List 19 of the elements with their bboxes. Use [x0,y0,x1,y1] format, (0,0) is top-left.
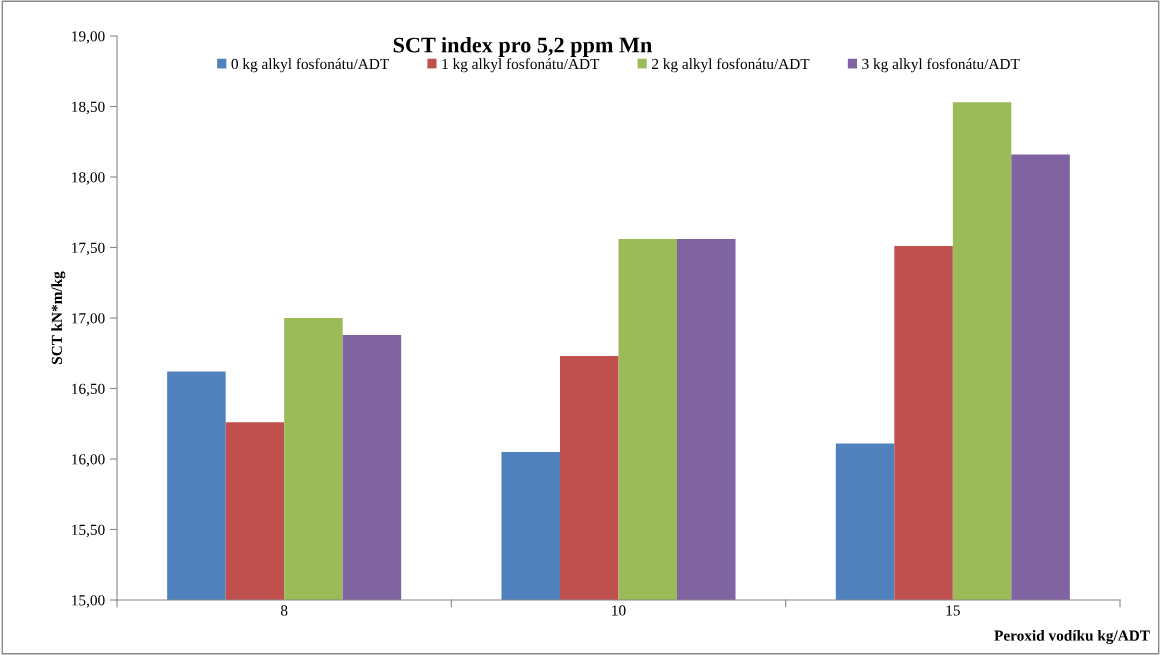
legend-label: 3 kg alkyl fosfonátu/ADT [862,58,1020,73]
y-tick-label: 15,00 [72,595,105,608]
chart-title: SCT index pro 5,2 ppm Mn [393,36,652,58]
legend-label: 0 kg alkyl fosfonátu/ADT [231,58,389,73]
legend-label: 2 kg alkyl fosfonátu/ADT [652,58,810,73]
y-tick-label: 17,50 [72,242,105,256]
y-tick-label: 15,50 [72,524,105,538]
x-tick-label: 15 [946,605,960,616]
x-axis-title: Peroxid vodíku kg/ADT [994,630,1150,644]
x-tick-label: 8 [280,605,288,616]
y-tick-label: 18,50 [72,101,105,115]
y-tick-label: 16,00 [72,454,105,467]
y-tick-label: 16,50 [72,383,105,397]
y-tick-label: 19,00 [72,31,105,44]
y-axis-title: SCT kN*m/kg [51,271,66,364]
x-tick-label: 10 [612,605,626,616]
y-tick-label: 18,00 [72,172,105,185]
y-tick-label: 17,00 [72,313,105,326]
legend-label: 1 kg alkyl fosfonátu/ADT [442,58,600,73]
